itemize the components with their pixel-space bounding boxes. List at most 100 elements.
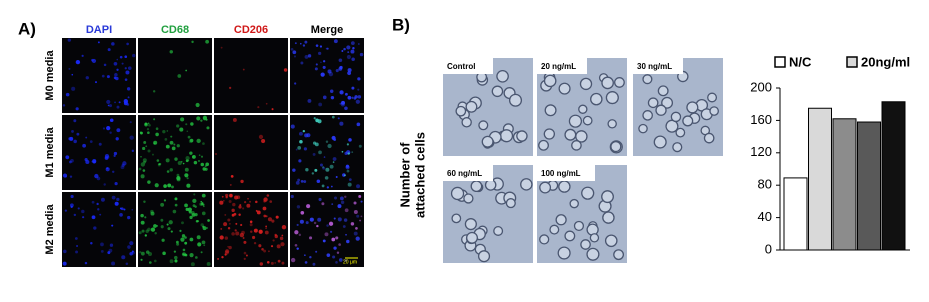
cell <box>217 257 220 260</box>
cell <box>346 45 351 50</box>
cell <box>200 200 203 203</box>
cell <box>111 261 116 266</box>
cell <box>189 151 193 155</box>
cell <box>138 167 142 171</box>
cell <box>243 240 247 244</box>
cell <box>153 259 157 263</box>
micrograph <box>214 115 288 190</box>
cell <box>162 251 166 256</box>
cell <box>335 261 338 264</box>
cell <box>305 221 309 225</box>
cell <box>539 234 550 245</box>
cell <box>240 179 244 184</box>
cell <box>91 215 96 220</box>
cell <box>160 202 165 207</box>
cell <box>68 67 71 70</box>
cell <box>360 215 363 218</box>
cell <box>299 42 302 45</box>
legend-label: 20ng/ml <box>861 54 910 69</box>
cell <box>337 117 340 120</box>
cell <box>358 144 362 148</box>
cell <box>350 41 355 46</box>
bar <box>881 101 906 251</box>
cell <box>353 201 357 205</box>
cell <box>267 217 272 222</box>
cell <box>335 175 338 178</box>
cell <box>73 139 77 144</box>
cell <box>184 173 189 178</box>
cell <box>124 67 127 70</box>
cell <box>332 161 335 163</box>
cell <box>95 81 97 84</box>
cell <box>346 54 351 60</box>
cell <box>126 215 131 220</box>
cell <box>196 220 200 223</box>
cell <box>491 85 504 98</box>
cell <box>132 53 136 58</box>
cell <box>195 102 200 108</box>
bar <box>832 118 857 251</box>
cell <box>192 198 197 203</box>
cell <box>224 253 227 256</box>
cell <box>91 200 95 204</box>
cell <box>338 243 341 246</box>
cell <box>601 76 614 90</box>
cell <box>294 230 299 235</box>
cell <box>125 70 130 75</box>
image-label: 100 ng/mL <box>541 169 581 178</box>
cell <box>238 213 241 216</box>
cell <box>337 204 342 209</box>
cell <box>315 63 318 66</box>
bar <box>783 177 808 251</box>
cell <box>201 211 206 216</box>
cell <box>266 194 270 197</box>
cell <box>70 158 74 163</box>
cell <box>335 236 339 240</box>
cell <box>181 234 186 238</box>
cell <box>174 255 178 260</box>
cell <box>516 130 528 142</box>
cell <box>131 251 135 255</box>
cell <box>252 235 256 240</box>
cell <box>190 262 195 267</box>
column-label: CD68 <box>161 24 189 36</box>
cell <box>243 251 247 255</box>
cell <box>109 118 114 123</box>
cell <box>319 163 323 167</box>
cell <box>326 47 329 50</box>
cell <box>200 162 205 167</box>
cell <box>342 225 346 228</box>
cell <box>328 221 334 226</box>
cell <box>177 74 182 78</box>
cell <box>173 143 176 146</box>
cell <box>355 227 358 230</box>
cell <box>144 234 147 237</box>
image-label-bg <box>443 165 493 181</box>
cell <box>85 76 89 80</box>
cell <box>356 122 361 127</box>
cell <box>75 59 81 65</box>
cell <box>100 197 105 202</box>
cell <box>176 144 180 148</box>
cell <box>73 213 77 217</box>
image-label-bg <box>443 58 493 74</box>
cell <box>256 210 261 215</box>
cell <box>341 100 346 105</box>
cell <box>150 227 156 232</box>
cell <box>463 193 474 204</box>
cell <box>298 159 302 163</box>
y-tick-label: 80 <box>758 177 772 192</box>
cell <box>179 229 182 232</box>
cell <box>309 217 314 222</box>
cell <box>589 233 600 243</box>
cell <box>331 203 334 206</box>
cell <box>171 146 176 151</box>
cell <box>116 58 119 61</box>
cell <box>590 92 603 106</box>
cell <box>655 104 667 116</box>
y-tick-label: 0 <box>765 241 772 256</box>
cell <box>202 115 208 120</box>
cell <box>333 196 338 200</box>
cell <box>347 51 350 54</box>
cell <box>315 118 319 123</box>
